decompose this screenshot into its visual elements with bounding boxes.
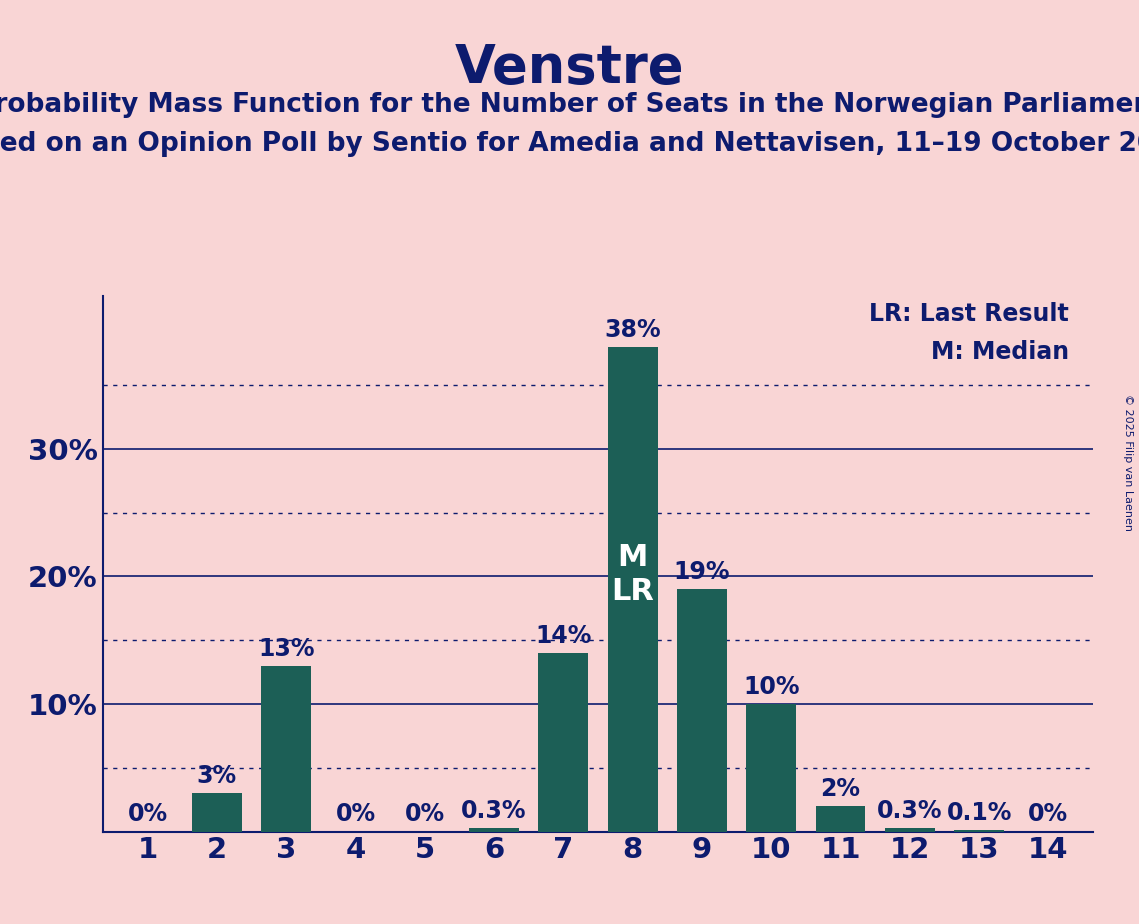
Bar: [191, 794, 241, 832]
Text: 13%: 13%: [257, 637, 314, 661]
Text: 14%: 14%: [535, 624, 591, 648]
Text: 0%: 0%: [1029, 803, 1068, 826]
Bar: [539, 653, 588, 832]
Bar: [677, 590, 727, 832]
Bar: [469, 828, 519, 832]
Bar: [608, 346, 657, 832]
Text: 0.3%: 0.3%: [461, 798, 526, 822]
Text: 0%: 0%: [404, 803, 445, 826]
Bar: [261, 665, 311, 832]
Text: Based on an Opinion Poll by Sentio for Amedia and Nettavisen, 11–19 October 2021: Based on an Opinion Poll by Sentio for A…: [0, 131, 1139, 157]
Text: Venstre: Venstre: [454, 42, 685, 93]
Text: 0.3%: 0.3%: [877, 798, 943, 822]
Text: 19%: 19%: [673, 560, 730, 584]
Bar: [885, 828, 935, 832]
Bar: [746, 704, 796, 832]
Bar: [816, 806, 866, 832]
Bar: [954, 831, 1005, 832]
Text: 0.1%: 0.1%: [947, 801, 1011, 825]
Text: 38%: 38%: [605, 318, 661, 342]
Text: 0%: 0%: [128, 803, 167, 826]
Text: 0%: 0%: [335, 803, 376, 826]
Text: © 2025 Filip van Laenen: © 2025 Filip van Laenen: [1123, 394, 1133, 530]
Text: Probability Mass Function for the Number of Seats in the Norwegian Parliament: Probability Mass Function for the Number…: [0, 92, 1139, 118]
Text: M: Median: M: Median: [931, 340, 1070, 364]
Text: 3%: 3%: [197, 764, 237, 788]
Text: 2%: 2%: [820, 777, 860, 801]
Text: 10%: 10%: [743, 675, 800, 699]
Text: M
LR: M LR: [612, 543, 654, 606]
Text: LR: Last Result: LR: Last Result: [869, 302, 1070, 326]
